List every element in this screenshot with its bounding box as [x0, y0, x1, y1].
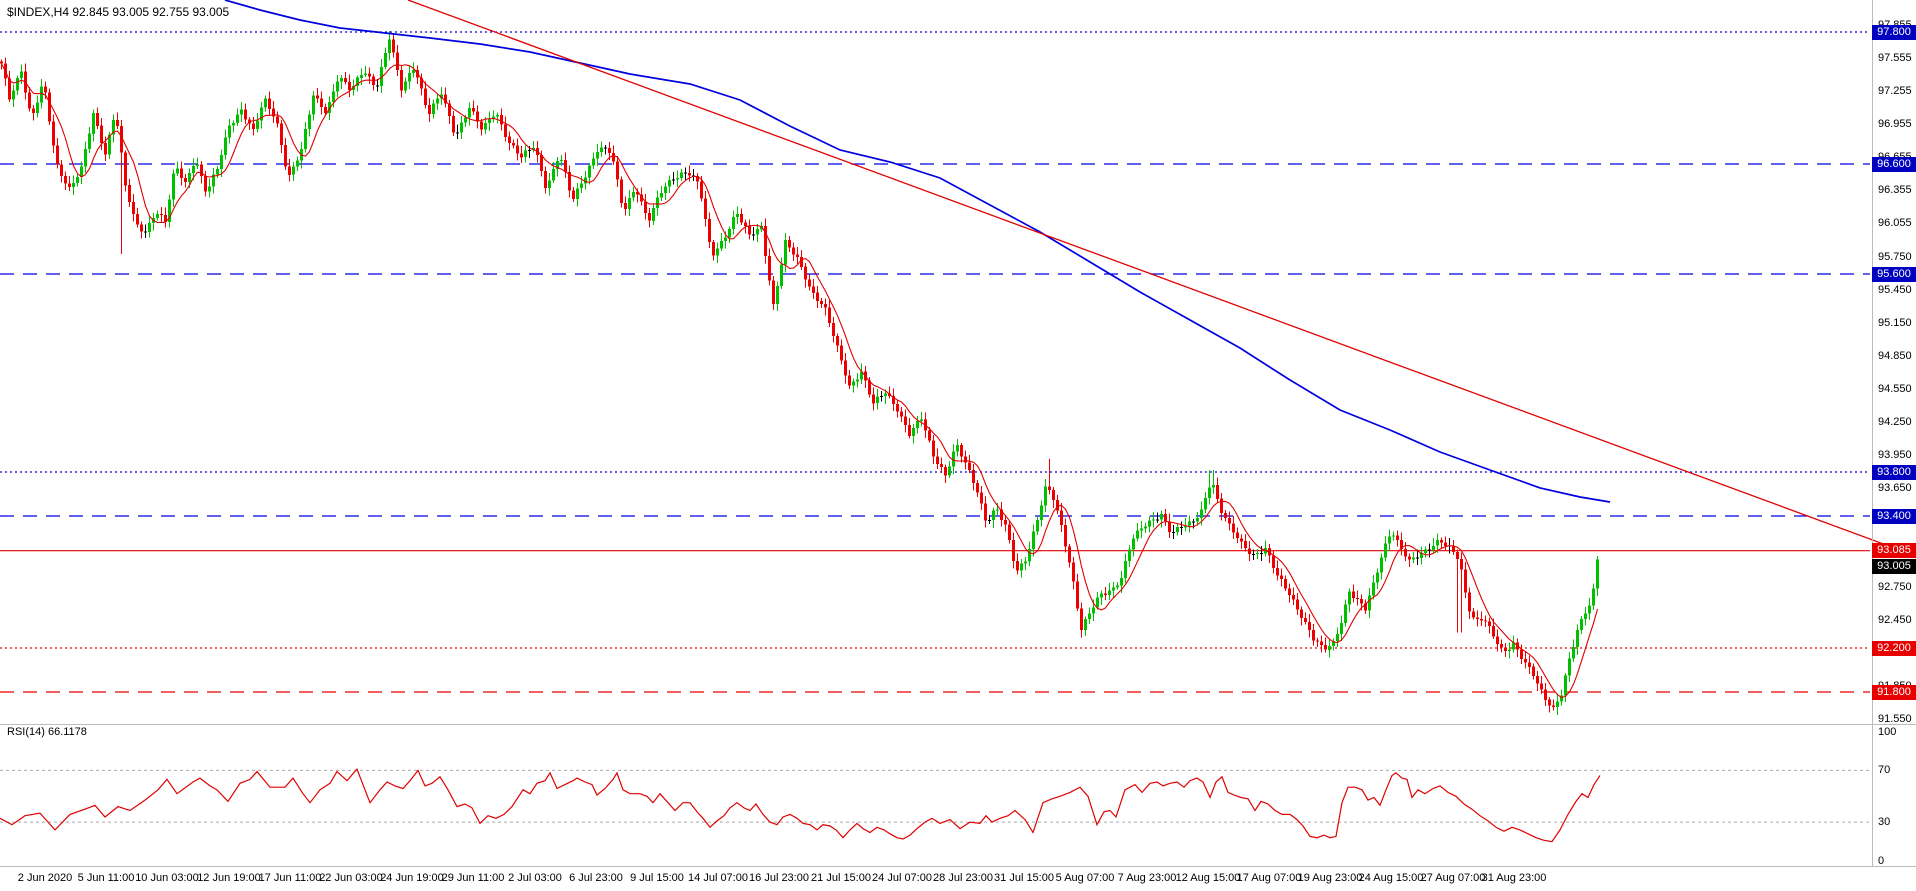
- price-axis-label: 96.055: [1878, 216, 1912, 229]
- price-axis-label: 95.750: [1878, 250, 1912, 263]
- price-axis-label: 92.450: [1878, 613, 1912, 626]
- time-axis-label: 17 Aug 07:00: [1236, 872, 1302, 884]
- ma-slow-line: [224, 0, 1611, 503]
- level-badge-97.800: 97.800: [1872, 24, 1916, 40]
- time-axis-label: 22 Jun 03:00: [319, 872, 383, 884]
- time-axis-label: 24 Jun 19:00: [380, 872, 444, 884]
- time-axis-label: 16 Jul 23:00: [749, 872, 809, 884]
- price-axis-label: 92.750: [1878, 580, 1912, 593]
- time-axis-label: 17 Jun 11:00: [258, 872, 322, 884]
- current-price-badge: 93.005: [1872, 558, 1916, 574]
- time-axis-label: 9 Jul 15:00: [630, 872, 684, 884]
- time-axis-label: 5 Jun 11:00: [77, 872, 135, 884]
- rsi-axis-label: 70: [1878, 764, 1891, 777]
- time-axis-label: 24 Aug 15:00: [1358, 872, 1424, 884]
- level-badge-92.200: 92.200: [1872, 640, 1916, 656]
- rsi-line: [0, 767, 1601, 843]
- time-axis-label: 21 Jul 15:00: [811, 872, 871, 884]
- time-axis-label: 24 Jul 07:00: [872, 872, 932, 884]
- time-axis-label: 29 Jun 11:00: [441, 872, 505, 884]
- price-axis-label: 96.955: [1878, 117, 1912, 130]
- rsi-indicator-label: RSI(14) 66.1178: [7, 726, 87, 738]
- level-badge-93.800: 93.800: [1872, 464, 1916, 480]
- time-axis-label: 19 Aug 23:00: [1297, 872, 1363, 884]
- time-axis-label: 5 Aug 07:00: [1055, 872, 1115, 884]
- symbol-ohlc-header: $INDEX,H4 92.845 93.005 92.755 93.005: [7, 5, 230, 19]
- price-axis-label: 94.850: [1878, 349, 1912, 362]
- price-axis-label: 97.255: [1878, 84, 1912, 97]
- level-badge-93.085: 93.085: [1872, 543, 1916, 559]
- time-axis-label: 12 Jun 19:00: [197, 872, 261, 884]
- ma-fast-line: [1, 63, 1599, 699]
- level-badge-96.600: 96.600: [1872, 156, 1916, 172]
- price-axis-label: 95.450: [1878, 283, 1912, 296]
- time-axis-label: 2 Jun 2020: [17, 872, 73, 884]
- price-axis-label: 94.550: [1878, 382, 1912, 395]
- level-badge-95.600: 95.600: [1872, 266, 1916, 282]
- level-badge-91.800: 91.800: [1872, 684, 1916, 700]
- time-axis-label: 6 Jul 23:00: [569, 872, 623, 884]
- price-axis-label: 91.550: [1878, 712, 1912, 725]
- time-axis-label: 14 Jul 07:00: [688, 872, 748, 884]
- level-badge-93.400: 93.400: [1872, 508, 1916, 524]
- candles: [0, 30, 1599, 715]
- time-axis-label: 31 Aug 23:00: [1481, 872, 1547, 884]
- price-axis-label: 93.950: [1878, 448, 1912, 461]
- rsi-axis-label: 100: [1878, 725, 1897, 738]
- price-axis-label: 94.250: [1878, 415, 1912, 428]
- time-axis-label: 10 Jun 03:00: [135, 872, 199, 884]
- time-axis-label: 28 Jul 23:00: [933, 872, 993, 884]
- time-axis-label: 31 Jul 15:00: [994, 872, 1054, 884]
- rsi-axis-label: 0: [1878, 855, 1885, 867]
- price-axis-label: 95.150: [1878, 316, 1912, 329]
- time-axis-label: 7 Aug 23:00: [1117, 872, 1177, 884]
- price-axis-label: 93.650: [1878, 481, 1912, 494]
- price-axis-label: 96.355: [1878, 183, 1912, 196]
- time-axis-label: 2 Jul 03:00: [508, 872, 562, 884]
- time-axis-label: 12 Aug 15:00: [1175, 872, 1241, 884]
- price-axis-label: 97.555: [1878, 51, 1912, 64]
- trendline[interactable]: [407, 0, 1916, 557]
- rsi-axis-label: 30: [1878, 816, 1891, 829]
- time-axis-label: 27 Aug 07:00: [1420, 872, 1486, 884]
